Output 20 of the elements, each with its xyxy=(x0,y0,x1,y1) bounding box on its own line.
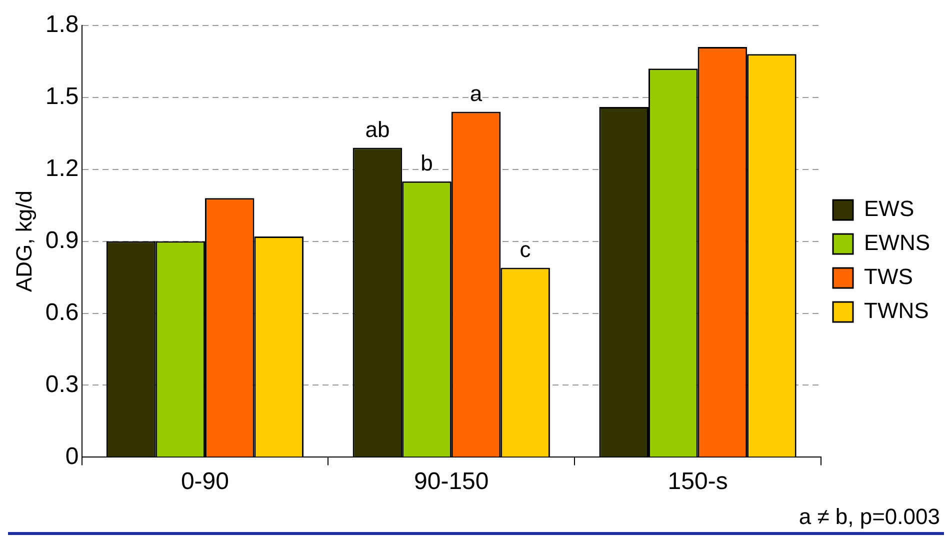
y-tick-label: 0.3 xyxy=(45,370,79,398)
legend-label: TWS xyxy=(864,264,913,290)
y-tick-label: 1.2 xyxy=(45,154,79,182)
x-tick-label: 0-90 xyxy=(180,468,229,496)
x-tick-label: 150-s xyxy=(668,468,728,496)
text: a ≠ b, p=0.003 xyxy=(798,504,940,530)
legend-label: TWNS xyxy=(864,298,929,324)
y-tick-label: 0.9 xyxy=(45,226,79,254)
data-label: ab xyxy=(365,116,390,142)
y-tick-label: 1.5 xyxy=(45,82,79,110)
x-tick-label: 90-150 xyxy=(414,468,489,496)
legend-label: EWS xyxy=(864,196,914,222)
data-label: c xyxy=(520,236,531,262)
data-label: b xyxy=(420,150,433,176)
data-label: a xyxy=(470,80,483,106)
legend-label: EWNS xyxy=(864,230,930,256)
y-tick-label: 0 xyxy=(65,442,79,470)
y-tick-label: 1.8 xyxy=(45,11,79,38)
y-axis-title: ADG, kg/d xyxy=(11,190,36,292)
y-tick-label: 0.6 xyxy=(45,298,79,326)
